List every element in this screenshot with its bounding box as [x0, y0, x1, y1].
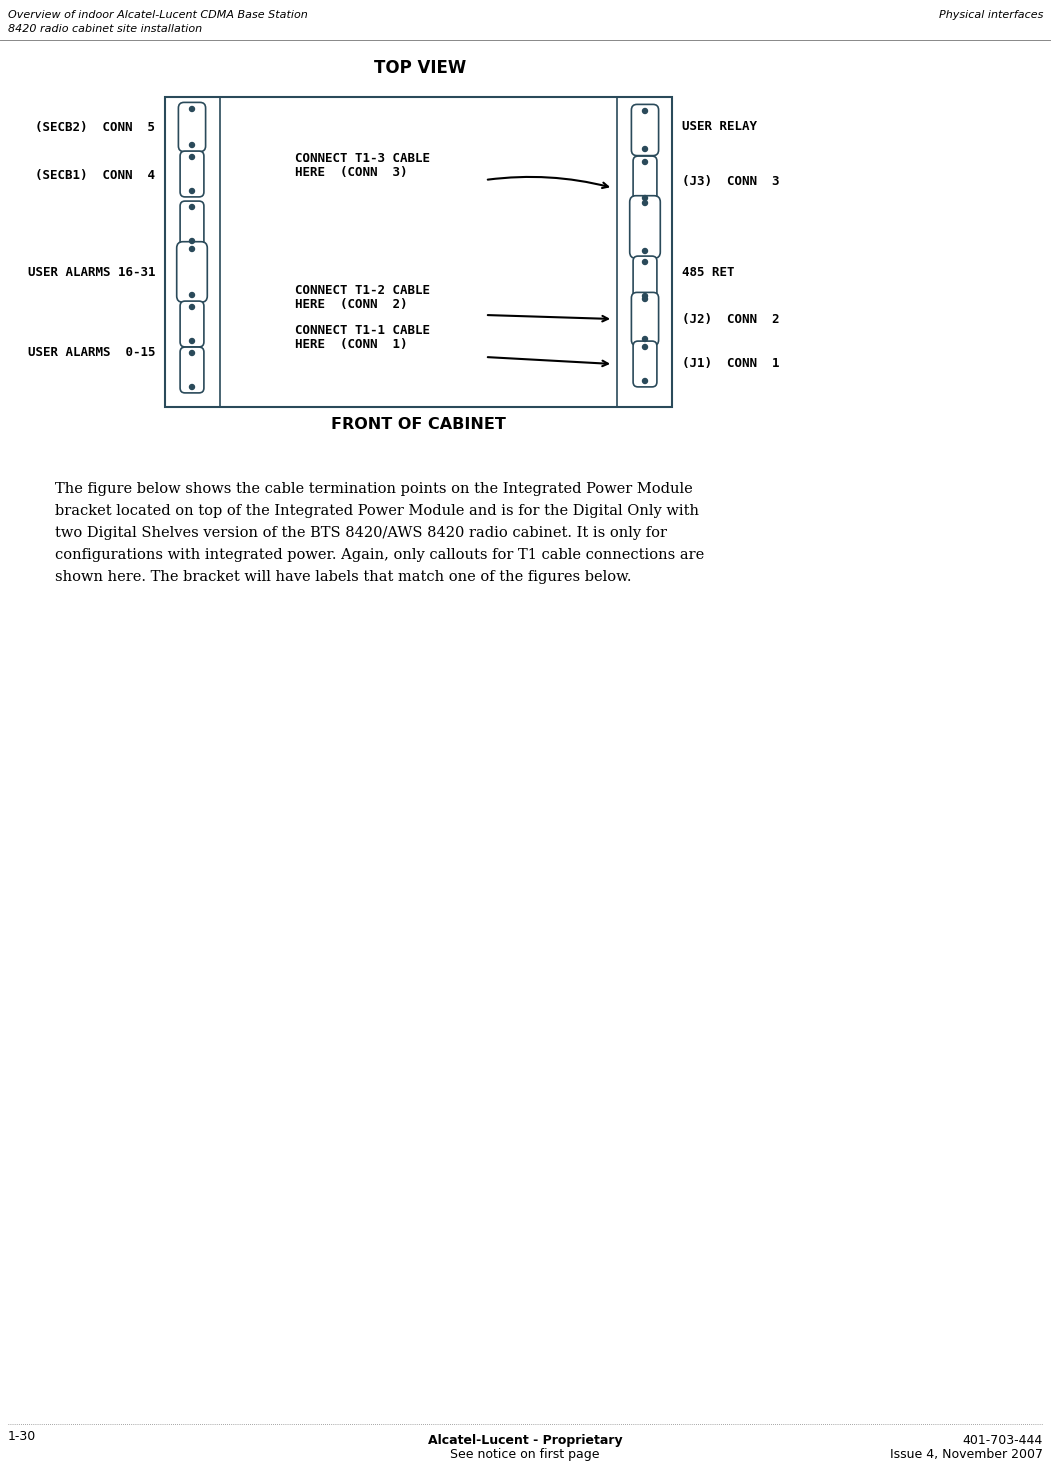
FancyBboxPatch shape [180, 152, 204, 197]
Text: CONNECT T1-1 CABLE: CONNECT T1-1 CABLE [295, 324, 430, 337]
Text: (J1)  CONN  1: (J1) CONN 1 [682, 358, 780, 371]
Text: CONNECT T1-3 CABLE: CONNECT T1-3 CABLE [295, 152, 430, 165]
Circle shape [189, 293, 194, 297]
Text: shown here. The bracket will have labels that match one of the figures below.: shown here. The bracket will have labels… [55, 570, 632, 584]
Circle shape [189, 205, 194, 209]
Text: FRONT OF CABINET: FRONT OF CABINET [331, 417, 506, 431]
Text: (J2)  CONN  2: (J2) CONN 2 [682, 312, 780, 325]
Circle shape [189, 238, 194, 243]
Text: The figure below shows the cable termination points on the Integrated Power Modu: The figure below shows the cable termina… [55, 481, 693, 496]
Text: bracket located on top of the Integrated Power Module and is for the Digital Onl: bracket located on top of the Integrated… [55, 503, 699, 518]
Text: Issue 4, November 2007: Issue 4, November 2007 [890, 1448, 1043, 1462]
Text: USER ALARMS 16-31: USER ALARMS 16-31 [27, 265, 154, 278]
Text: (J3)  CONN  3: (J3) CONN 3 [682, 175, 780, 188]
FancyBboxPatch shape [180, 347, 204, 393]
Circle shape [642, 378, 647, 384]
Circle shape [642, 196, 647, 200]
Text: 1-30: 1-30 [8, 1429, 36, 1443]
Text: HERE  (CONN  3): HERE (CONN 3) [295, 166, 408, 180]
Circle shape [642, 337, 647, 342]
Text: CONNECT T1-2 CABLE: CONNECT T1-2 CABLE [295, 284, 430, 297]
FancyBboxPatch shape [180, 302, 204, 347]
Text: HERE  (CONN  1): HERE (CONN 1) [295, 339, 408, 350]
Circle shape [189, 350, 194, 356]
Circle shape [642, 147, 647, 152]
Text: USER RELAY: USER RELAY [682, 121, 757, 134]
Circle shape [642, 259, 647, 265]
Circle shape [189, 339, 194, 343]
Text: HERE  (CONN  2): HERE (CONN 2) [295, 297, 408, 311]
Bar [165, 97, 672, 406]
Circle shape [642, 293, 647, 299]
Circle shape [189, 106, 194, 112]
FancyBboxPatch shape [633, 342, 657, 387]
Text: (SECB2)  CONN  5: (SECB2) CONN 5 [35, 121, 154, 134]
Text: USER ALARMS  0-15: USER ALARMS 0-15 [27, 346, 154, 359]
Text: configurations with integrated power. Again, only callouts for T1 cable connecti: configurations with integrated power. Ag… [55, 548, 704, 562]
FancyBboxPatch shape [180, 202, 204, 247]
Circle shape [189, 246, 194, 252]
Circle shape [642, 109, 647, 113]
Circle shape [642, 200, 647, 206]
Text: TOP VIEW: TOP VIEW [374, 59, 467, 77]
Text: 8420 radio cabinet site installation: 8420 radio cabinet site installation [8, 24, 202, 34]
Text: Physical interfaces: Physical interfaces [939, 10, 1043, 21]
FancyBboxPatch shape [177, 241, 207, 302]
Circle shape [642, 159, 647, 165]
FancyBboxPatch shape [632, 105, 659, 156]
Text: 401-703-444: 401-703-444 [963, 1434, 1043, 1447]
Circle shape [189, 155, 194, 159]
FancyBboxPatch shape [633, 156, 657, 205]
Circle shape [642, 296, 647, 302]
Text: Alcatel-Lucent - Proprietary: Alcatel-Lucent - Proprietary [428, 1434, 622, 1447]
Circle shape [642, 344, 647, 349]
FancyBboxPatch shape [633, 256, 657, 302]
FancyBboxPatch shape [179, 103, 206, 152]
FancyBboxPatch shape [632, 293, 659, 346]
Circle shape [189, 143, 194, 147]
Text: 485 RET: 485 RET [682, 265, 735, 278]
Circle shape [642, 249, 647, 253]
Circle shape [189, 188, 194, 193]
Circle shape [189, 384, 194, 390]
Text: two Digital Shelves version of the BTS 8420/AWS 8420 radio cabinet. It is only f: two Digital Shelves version of the BTS 8… [55, 526, 667, 540]
FancyBboxPatch shape [630, 196, 660, 258]
Text: Overview of indoor Alcatel-Lucent CDMA Base Station: Overview of indoor Alcatel-Lucent CDMA B… [8, 10, 308, 21]
Text: (SECB1)  CONN  4: (SECB1) CONN 4 [35, 169, 154, 183]
Text: See notice on first page: See notice on first page [450, 1448, 600, 1462]
Circle shape [189, 305, 194, 309]
